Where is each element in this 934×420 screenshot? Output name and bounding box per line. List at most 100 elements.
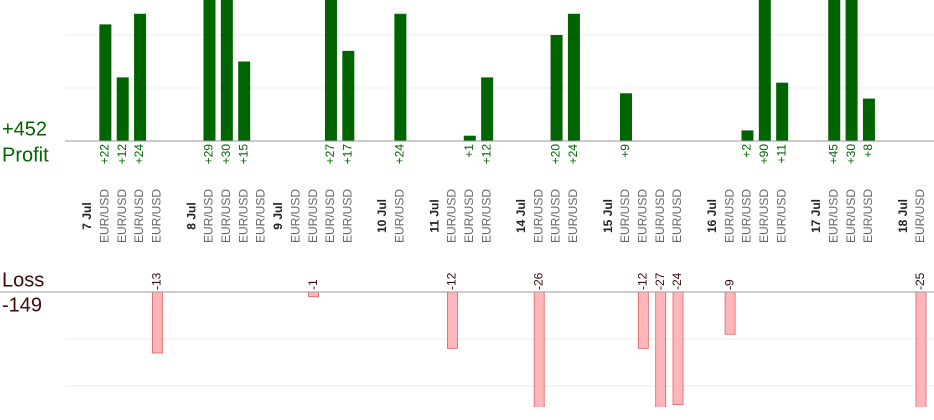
value-label: +24 [132, 144, 146, 165]
value-label: +8 [861, 144, 875, 158]
value-label: +20 [549, 144, 563, 165]
x-tick-label: EUR/USD [722, 189, 736, 243]
x-tick-label: EUR/USD [288, 189, 302, 243]
x-tick-label: EUR/USD [844, 189, 858, 243]
value-label: +24 [393, 144, 407, 165]
loss-bar [152, 292, 163, 354]
profit-bar [99, 24, 112, 141]
profit-bar [463, 135, 476, 141]
value-label: -25 [913, 272, 927, 290]
profit-bar [550, 34, 563, 141]
profit-bar [342, 50, 355, 141]
value-label: +90 [757, 144, 771, 165]
profit-bar [567, 13, 580, 141]
x-tick-label: EUR/USD [861, 189, 875, 243]
profit-bar [324, 0, 337, 141]
loss-bar [655, 292, 667, 407]
x-tick-label: EUR/USD [340, 189, 354, 243]
x-tick-label: 14 Jul [514, 199, 528, 233]
profit-bar [845, 0, 858, 141]
x-tick-label: EUR/USD [323, 189, 337, 243]
x-tick-label: EUR/USD [254, 189, 268, 243]
x-tick-label: EUR/USD [566, 189, 580, 243]
x-tick-label: EUR/USD [236, 189, 250, 243]
x-tick-label: EUR/USD [150, 189, 164, 243]
x-tick-label: 7 Jul [80, 202, 94, 229]
value-label: -24 [670, 272, 684, 290]
x-tick-label: EUR/USD [913, 189, 927, 243]
value-label: -26 [531, 272, 545, 290]
loss-bar [447, 292, 458, 349]
x-tick-label: EUR/USD [219, 189, 233, 243]
x-tick-label: EUR/USD [132, 189, 146, 243]
x-tick-label: 11 Jul [427, 199, 441, 232]
value-label: -27 [653, 272, 667, 290]
profit-bar [238, 61, 251, 141]
value-label: -9 [722, 279, 736, 290]
loss-bar [637, 292, 649, 349]
x-tick-label: 17 Jul [809, 199, 823, 233]
x-tick-label: EUR/USD [445, 189, 459, 243]
x-tick-label: EUR/USD [653, 189, 667, 243]
x-tick-label: EUR/USD [740, 189, 754, 243]
loss-total: -149 [2, 294, 42, 316]
profit-bar [134, 13, 147, 141]
value-label: -12 [445, 272, 459, 290]
x-tick-label: EUR/USD [202, 189, 216, 243]
value-label: +30 [844, 144, 858, 165]
profit-bar [220, 0, 233, 141]
x-tick-label: EUR/USD [757, 189, 771, 243]
loss-bar [308, 292, 320, 298]
x-tick-label: EUR/USD [479, 189, 493, 243]
value-label: +9 [618, 144, 632, 158]
profit-bar [776, 82, 789, 141]
loss-bars [152, 292, 927, 407]
value-label: +45 [826, 144, 840, 165]
profit-label: Profit [2, 144, 49, 166]
value-label: -12 [636, 272, 650, 290]
x-tick-label: EUR/USD [826, 189, 840, 243]
loss-label: Loss [2, 269, 44, 291]
profit-bar [619, 93, 632, 141]
value-label: +29 [202, 144, 216, 165]
profit-bar [862, 98, 875, 141]
loss-bar [533, 292, 545, 407]
x-tick-label: EUR/USD [393, 189, 407, 243]
value-label: +22 [98, 144, 112, 165]
profit-bar [203, 0, 216, 141]
x-tick-label: 15 Jul [601, 199, 615, 233]
x-tick-label: EUR/USD [549, 189, 563, 243]
profit-bar [116, 77, 129, 141]
value-label: +30 [219, 144, 233, 165]
value-label: +12 [479, 144, 493, 165]
value-label: +24 [566, 144, 580, 165]
profit-bar [394, 13, 407, 141]
value-label: +2 [740, 144, 754, 158]
profit-bars [99, 0, 875, 141]
loss-bar [915, 292, 927, 407]
value-label: +15 [236, 144, 250, 165]
x-tick-label: 9 Jul [271, 202, 285, 229]
x-tick-label: EUR/USD [531, 189, 545, 243]
loss-bar [724, 292, 736, 335]
x-tick-label: EUR/USD [462, 189, 476, 243]
x-tick-label: EUR/USD [115, 189, 129, 243]
x-tick-label: EUR/USD [636, 189, 650, 243]
x-tick-label: 10 Jul [375, 199, 389, 233]
value-label: +12 [115, 144, 129, 165]
x-tick-label: EUR/USD [98, 189, 112, 243]
x-tick-label: 8 Jul [184, 202, 198, 229]
value-label: +27 [323, 144, 337, 165]
profit-bar [481, 77, 494, 141]
profit-bar [758, 0, 771, 141]
x-tick-label: EUR/USD [774, 189, 788, 243]
value-label: -1 [306, 279, 320, 290]
value-label: -13 [150, 272, 164, 290]
x-tick-label: 18 Jul [896, 199, 910, 233]
profit-bar [828, 0, 841, 141]
x-tick-label: 16 Jul [705, 199, 719, 233]
loss-bar [672, 292, 684, 406]
value-label: +17 [340, 144, 354, 165]
x-tick-label: EUR/USD [670, 189, 684, 243]
